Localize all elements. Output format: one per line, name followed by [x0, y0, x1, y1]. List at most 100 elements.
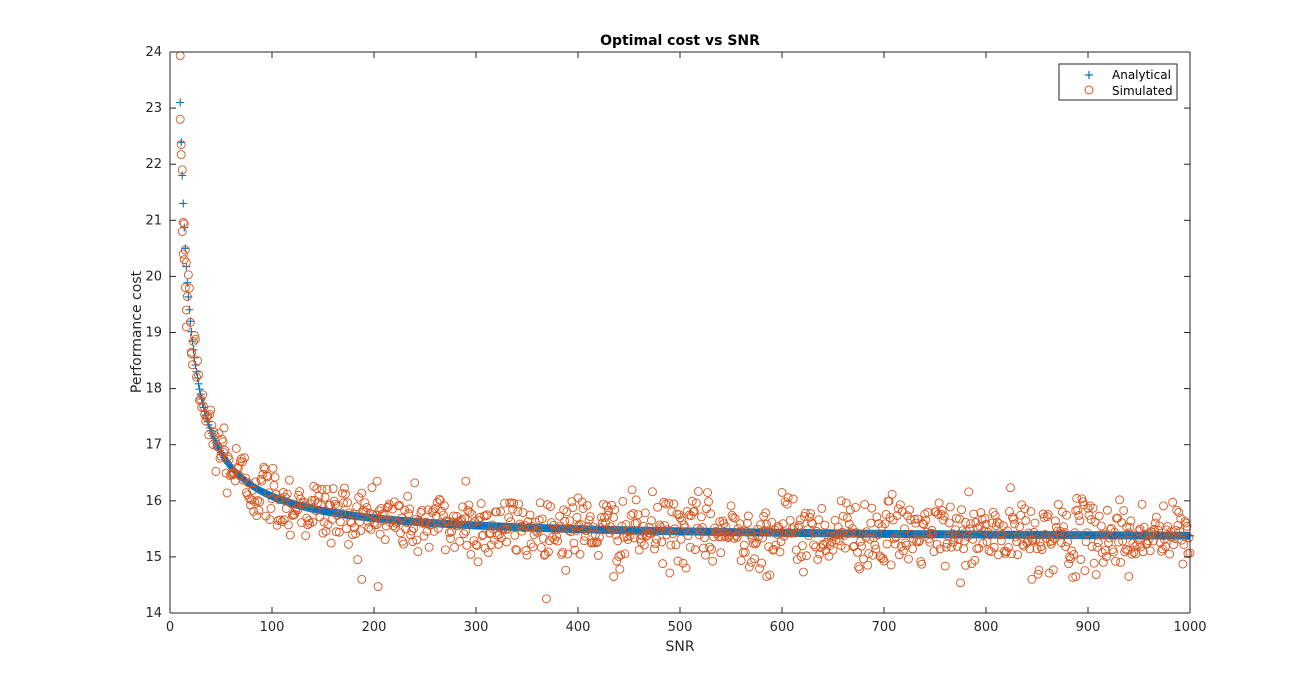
simulated-point: [687, 496, 697, 506]
simulated-point: [1165, 549, 1175, 559]
simulated-point: [303, 520, 313, 530]
analytical-point: [192, 367, 201, 376]
simulated-point: [282, 489, 292, 499]
analytical-point: [179, 199, 188, 208]
simulated-point: [584, 515, 594, 525]
simulated-point: [734, 527, 744, 537]
simulated-point: [283, 520, 293, 530]
simulated-point: [841, 498, 851, 508]
simulated-point: [1103, 538, 1113, 548]
simulated-point: [181, 305, 191, 315]
simulated-point: [553, 536, 563, 546]
simulated-point: [689, 506, 699, 516]
simulated-point: [844, 519, 854, 529]
simulated-point: [681, 563, 691, 573]
simulated-point: [603, 510, 613, 520]
simulated-point: [914, 537, 924, 547]
simulated-point: [1073, 505, 1083, 515]
simulated-point: [790, 528, 800, 538]
simulated-point: [620, 549, 630, 559]
simulated-point: [1005, 507, 1014, 517]
simulated-point: [473, 557, 483, 567]
simulated-point: [206, 405, 216, 415]
simulated-point: [520, 520, 530, 530]
simulated-point: [609, 572, 619, 581]
simulated-point: [430, 504, 440, 514]
simulated-point: [886, 560, 896, 570]
simulated-point: [990, 511, 1000, 521]
simulated-point: [777, 487, 787, 497]
simulated-point: [412, 535, 422, 545]
simulated-point: [488, 524, 498, 534]
simulated-point: [496, 507, 505, 516]
simulated-point: [259, 462, 269, 472]
simulated-point: [211, 466, 221, 476]
simulated-point: [700, 533, 709, 543]
simulated-point: [931, 507, 941, 517]
simulated-point: [1043, 510, 1053, 519]
analytical-point: [199, 403, 208, 412]
simulated-point: [1069, 549, 1079, 559]
simulated-point: [1111, 556, 1120, 566]
simulated-point: [1008, 512, 1017, 522]
simulated-point: [461, 526, 471, 536]
simulated-point: [922, 527, 932, 537]
simulated-point: [254, 505, 264, 515]
simulated-point: [617, 521, 627, 531]
simulated-point: [1040, 529, 1050, 539]
simulated-point: [980, 514, 990, 523]
simulated-point: [651, 539, 660, 549]
simulated-point: [1052, 526, 1062, 536]
simulated-point: [263, 472, 273, 481]
simulated-point: [208, 440, 218, 449]
simulated-point: [457, 515, 467, 524]
x-axis-label: SNR: [665, 639, 694, 655]
simulated-point: [362, 503, 372, 512]
simulated-point: [877, 522, 887, 531]
simulated-point: [346, 517, 355, 526]
simulated-point: [978, 538, 988, 548]
simulated-point: [402, 517, 412, 527]
simulated-point: [694, 530, 704, 540]
simulated-point: [405, 504, 415, 514]
simulated-point: [459, 529, 469, 539]
simulated-point: [697, 523, 707, 533]
simulated-point: [582, 500, 592, 510]
simulated-point: [732, 532, 742, 542]
simulated-point: [634, 545, 644, 555]
simulated-point: [889, 533, 899, 543]
simulated-point: [1118, 536, 1128, 546]
simulated-point: [960, 536, 970, 546]
simulated-point: [860, 500, 870, 509]
simulated-point: [244, 478, 253, 488]
simulated-point: [562, 507, 572, 517]
simulated-point: [631, 495, 641, 505]
simulated-point: [1071, 572, 1081, 581]
simulated-point: [1021, 516, 1031, 525]
simulated-point: [1088, 503, 1098, 513]
simulated-point: [541, 594, 551, 604]
simulated-point: [909, 534, 919, 544]
simulated-point: [918, 519, 928, 528]
simulated-point: [201, 416, 211, 426]
simulated-point: [408, 537, 418, 547]
simulated-point: [750, 554, 759, 564]
simulated-point: [337, 488, 347, 498]
simulated-point: [376, 503, 386, 513]
simulated-point: [413, 547, 423, 557]
simulated-point: [241, 473, 250, 483]
simulated-point: [356, 526, 366, 536]
simulated-point: [1001, 547, 1011, 556]
simulated-point: [1076, 555, 1086, 564]
simulated-point: [819, 540, 829, 550]
simulated-point: [726, 501, 736, 511]
simulated-point: [806, 508, 816, 518]
simulated-point: [322, 484, 332, 494]
simulated-point: [1053, 499, 1063, 509]
simulated-point: [1145, 546, 1155, 556]
simulated-point: [991, 521, 1001, 531]
simulated-point: [486, 540, 496, 550]
simulated-point: [510, 530, 520, 540]
simulated-point: [275, 515, 285, 525]
